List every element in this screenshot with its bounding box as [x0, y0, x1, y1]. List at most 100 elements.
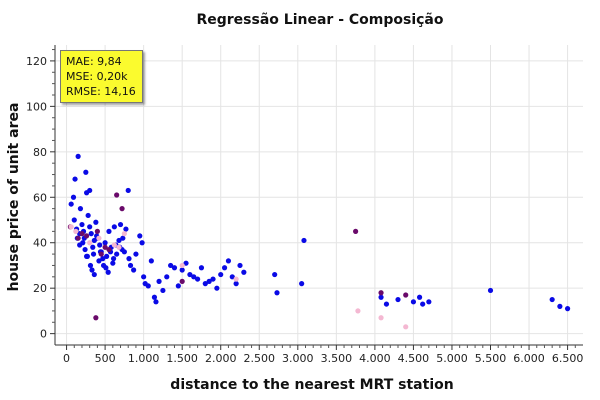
data-point [114, 251, 120, 257]
data-point [75, 153, 81, 159]
data-point [564, 306, 571, 312]
data-point [272, 271, 278, 278]
data-point [355, 308, 361, 314]
data-point [299, 281, 305, 287]
data-point [87, 224, 93, 230]
data-point [89, 267, 95, 273]
x-tick-label: 6.000 [513, 352, 545, 365]
data-point [164, 274, 170, 280]
data-point [84, 253, 90, 259]
data-point [378, 294, 384, 300]
data-point [68, 224, 74, 230]
data-point [91, 237, 97, 244]
data-point [121, 231, 127, 237]
data-point [218, 271, 224, 278]
data-point [191, 274, 197, 280]
x-tick-label: 1.500 [166, 352, 198, 365]
data-point [117, 221, 124, 228]
data-point [353, 228, 359, 234]
data-point [233, 281, 239, 287]
data-points [67, 153, 571, 330]
x-tick-label: 3.000 [282, 352, 314, 365]
data-point [84, 233, 90, 239]
data-point [237, 262, 243, 269]
data-point [426, 299, 432, 305]
data-point [175, 283, 181, 289]
y-tick-label: 80 [33, 146, 47, 159]
data-point [241, 269, 247, 275]
data-point [183, 260, 189, 266]
data-point [171, 265, 178, 271]
y-tick-label: 100 [26, 100, 47, 113]
x-tick-label: 2.500 [244, 352, 276, 365]
mse-label: MSE: 0,20k [66, 70, 128, 83]
data-point [97, 242, 103, 248]
data-point [94, 228, 100, 234]
y-axis-title: house price of unit area [6, 103, 22, 292]
x-tick-label: 2.000 [205, 352, 237, 365]
mae-label: MAE: 9,84 [66, 55, 122, 68]
data-point [139, 240, 145, 246]
data-point [91, 271, 97, 278]
data-point [160, 287, 166, 294]
data-point [87, 262, 94, 269]
data-point [102, 240, 108, 246]
y-tick-label: 120 [26, 55, 47, 68]
data-point [156, 278, 162, 284]
data-point [79, 231, 85, 237]
x-tick-label: 3.500 [321, 352, 353, 365]
x-tick-label: 500 [95, 352, 116, 365]
data-point [93, 315, 99, 321]
tick-labels: 0 500 1.000 1.500 2.000 2.500 3.000 3.500 4.000 4… [26, 49, 583, 365]
data-point [87, 187, 93, 194]
data-point [141, 274, 147, 280]
grid [55, 45, 583, 345]
data-point [72, 176, 78, 182]
data-point [121, 249, 127, 255]
data-point [225, 258, 232, 264]
data-point [179, 267, 185, 273]
data-point [96, 235, 102, 241]
data-point [487, 287, 494, 294]
data-point [106, 228, 112, 234]
data-point [98, 251, 104, 257]
data-point [71, 217, 77, 223]
data-point [119, 206, 125, 212]
data-point [549, 296, 555, 303]
x-tick-label: 5.500 [475, 352, 507, 365]
data-point [125, 187, 131, 194]
chart-title: Regressão Linear - Composição [196, 12, 443, 28]
data-point [100, 256, 106, 262]
data-point [73, 228, 79, 234]
y-tick-label: 40 [33, 237, 47, 250]
data-point [153, 299, 159, 305]
data-point [378, 315, 384, 321]
x-tick-label: 5.000 [436, 352, 468, 365]
data-point [378, 290, 384, 296]
data-point [87, 240, 93, 246]
data-point [96, 258, 102, 264]
rmse-label: RMSE: 14,16 [66, 85, 136, 98]
data-point [85, 212, 91, 219]
data-point [221, 265, 228, 271]
data-point [82, 246, 88, 253]
data-point [179, 278, 185, 284]
data-point [301, 237, 307, 244]
data-point [104, 253, 110, 259]
data-point [110, 260, 116, 266]
data-point [274, 290, 280, 296]
data-point [103, 265, 109, 271]
data-point [557, 303, 563, 309]
data-point [77, 206, 84, 212]
data-point [90, 244, 96, 250]
data-point [111, 242, 117, 248]
data-point [233, 276, 239, 282]
data-point [395, 296, 401, 303]
data-point [120, 235, 126, 241]
data-point [102, 244, 108, 250]
data-point [403, 292, 409, 298]
data-point [403, 324, 409, 330]
data-point [198, 265, 205, 271]
